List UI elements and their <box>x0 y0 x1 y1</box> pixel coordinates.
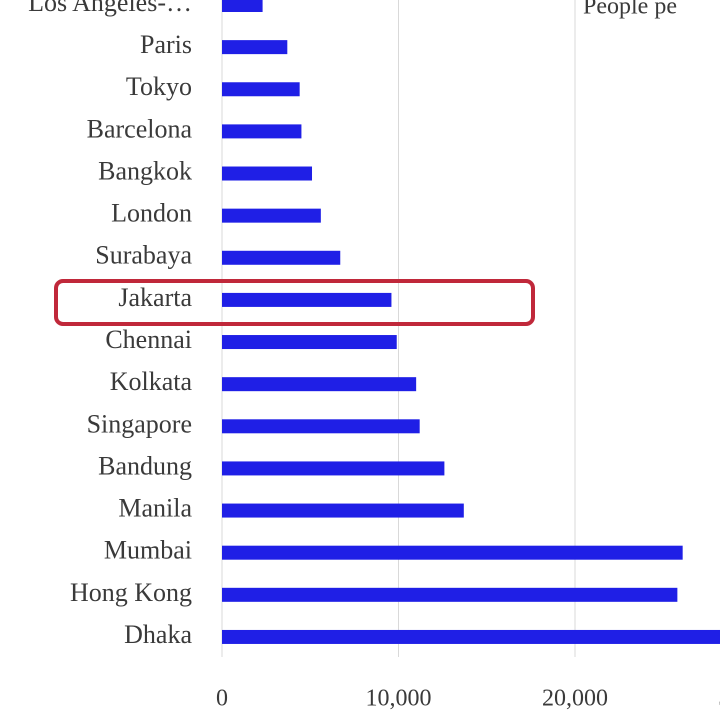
y-tick-label: Manila <box>118 494 192 523</box>
y-tick-label: Bandung <box>98 451 192 480</box>
bar <box>222 124 302 139</box>
y-tick-label: Hong Kong <box>70 578 192 607</box>
y-tick-label: Mumbai <box>104 536 192 565</box>
bar <box>222 82 300 97</box>
bar <box>222 419 420 434</box>
x-tick-label: 20,000 <box>542 686 608 712</box>
bar <box>222 545 683 560</box>
bar <box>222 587 678 602</box>
chart-title: People pe <box>583 0 677 20</box>
bar <box>222 503 464 518</box>
bar <box>222 377 417 392</box>
x-tick-label: 10,000 <box>366 686 432 712</box>
x-tick-label: 30,000 <box>719 686 720 712</box>
y-tick-label: London <box>111 199 192 228</box>
plot-area: 0 10,000 20,000 30,000 Los Angeles-… Paris Tok… <box>28 0 720 712</box>
bar <box>222 0 263 12</box>
y-tick-label: Tokyo <box>126 72 192 101</box>
y-tick-label: Dhaka <box>124 620 192 649</box>
y-tick-label: Los Angeles-… <box>28 0 192 17</box>
y-tick-label: Surabaya <box>95 241 192 270</box>
bar <box>222 335 397 350</box>
bar <box>222 208 321 223</box>
bar <box>222 166 313 181</box>
bar <box>222 292 392 307</box>
x-tick-label: 0 <box>216 686 228 712</box>
y-tick-label: Paris <box>140 30 192 59</box>
y-tick-label: Barcelona <box>87 114 193 143</box>
bar <box>222 629 720 644</box>
bar <box>222 461 445 476</box>
bar <box>222 250 341 265</box>
y-tick-label: Jakarta <box>118 283 192 312</box>
y-tick-label: Chennai <box>105 325 192 354</box>
bar <box>222 40 288 55</box>
y-tick-label: Singapore <box>87 409 192 438</box>
y-tick-label: Bangkok <box>98 156 192 185</box>
highlight-box <box>54 279 535 326</box>
y-tick-label: Kolkata <box>110 367 193 396</box>
